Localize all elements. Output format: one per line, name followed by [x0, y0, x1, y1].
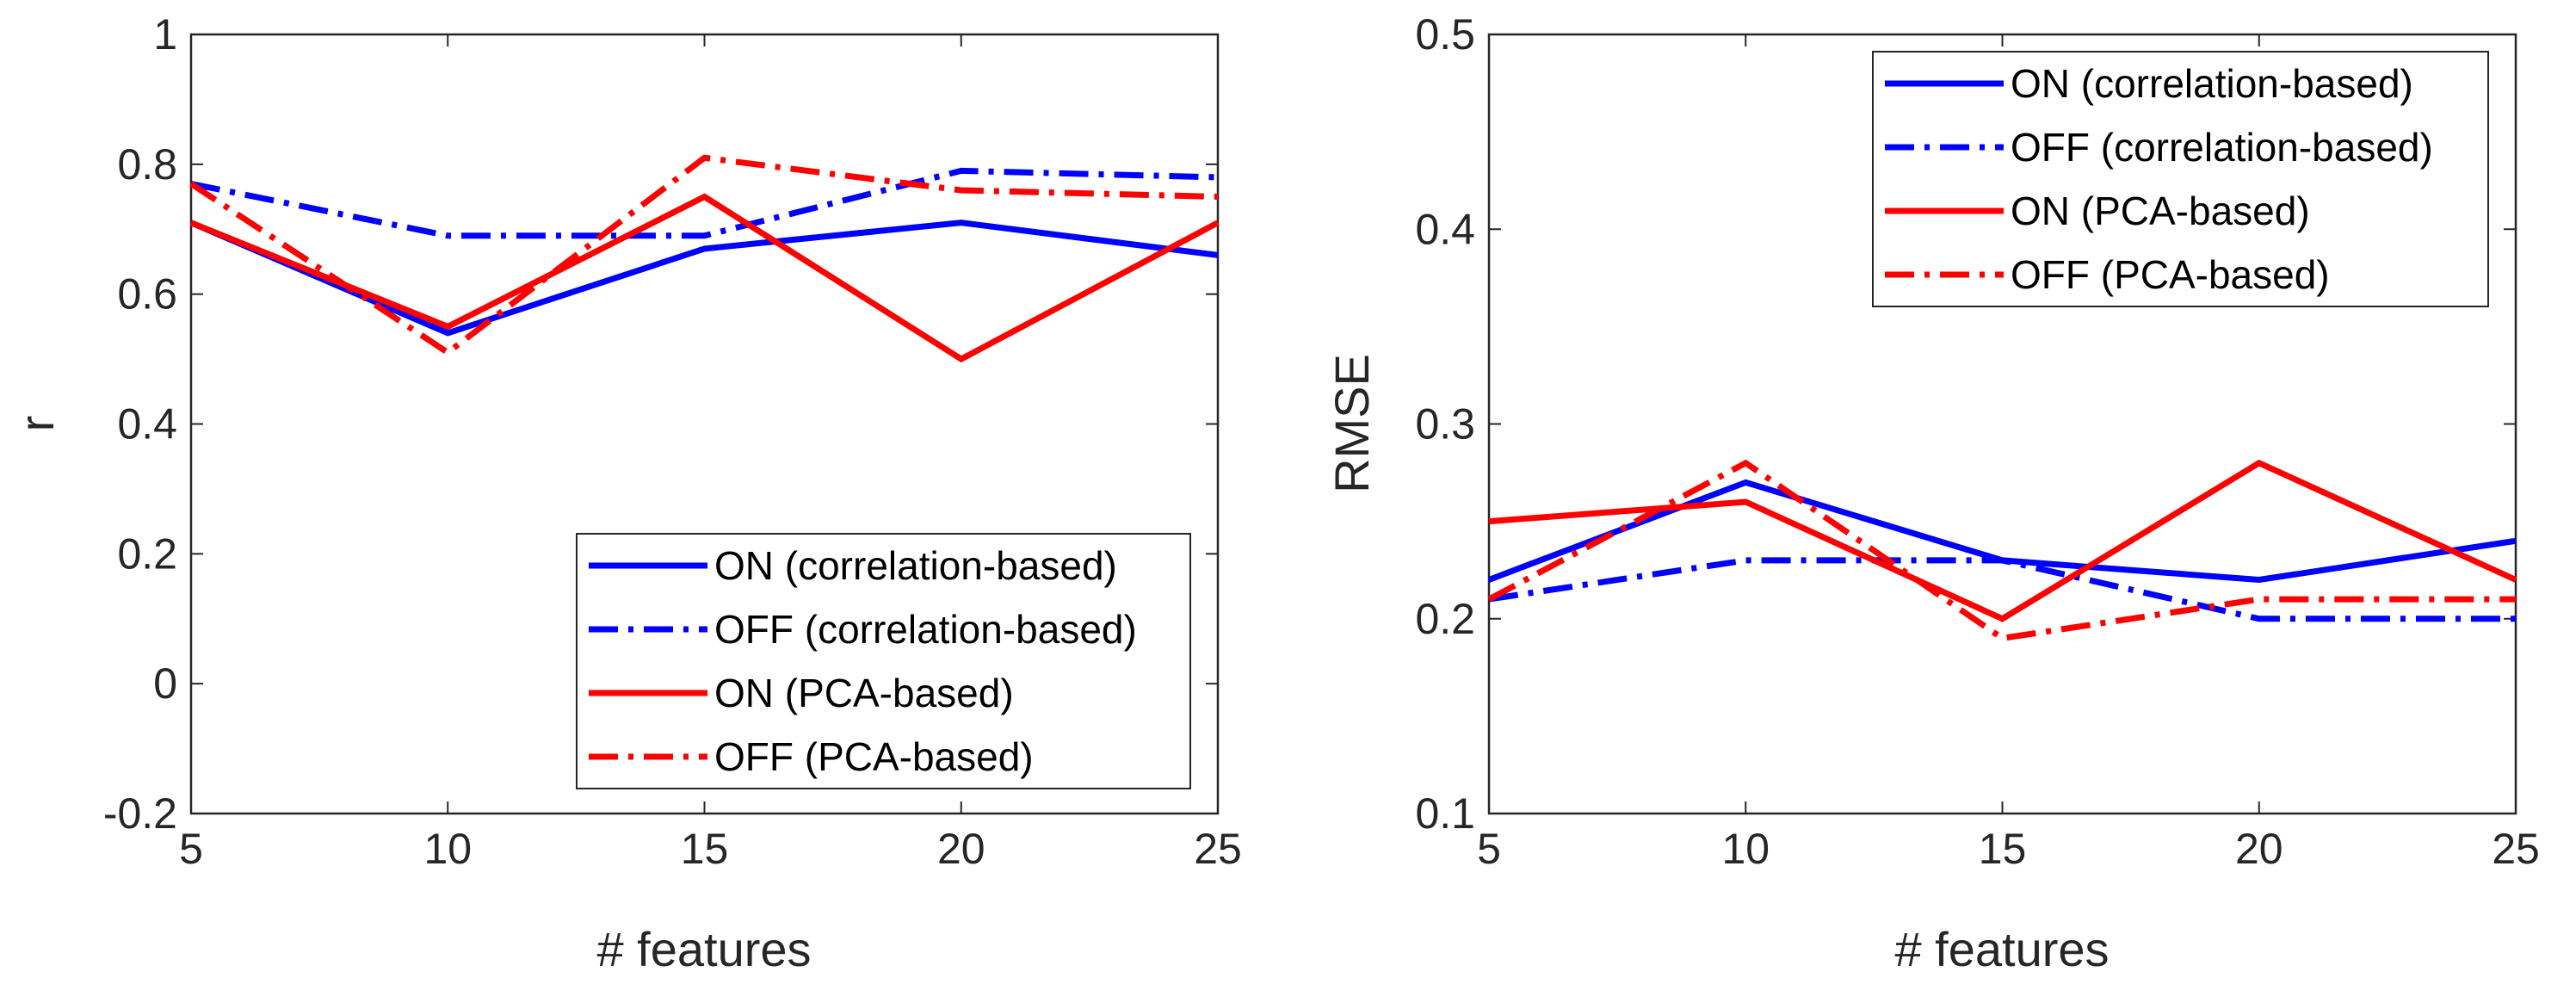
chart-r-legend-entries: ON (correlation-based) OFF (correlation-b… — [589, 543, 1137, 779]
chart-r-legend-label-2: ON (PCA-based) — [714, 671, 1014, 715]
chart-r-ytick-label-0.2: 0.2 — [117, 529, 177, 578]
chart-rmse-legend-label-3: OFF (PCA-based) — [2011, 252, 2330, 297]
chart-rmse-ylabel: RMSE — [1325, 354, 1379, 493]
chart-r-legend-label-1: OFF (correlation-based) — [714, 607, 1137, 652]
chart-r-series-line-3 — [189, 154, 1219, 356]
chart-r-xlabel: # features — [596, 922, 811, 976]
chart-r-series-line-1 — [190, 167, 1219, 239]
chart-rmse-xlabel: # features — [1894, 922, 2109, 976]
chart-rmse-series-line-1 — [1488, 557, 2516, 622]
chart-rmse-legend-label-1: OFF (correlation-based) — [2011, 125, 2433, 170]
chart-rmse-xtick-label-25: 25 — [2492, 825, 2540, 873]
chart-r-ytick-label-1: 1 — [153, 10, 177, 59]
chart-r-series — [189, 154, 1220, 363]
chart-r-series-line-2 — [189, 193, 1220, 363]
chart-r-ylabel: r — [9, 416, 64, 432]
chart-rmse-xtick-label-20: 20 — [2235, 825, 2283, 873]
chart-r-series-line-0 — [189, 220, 1219, 337]
chart-rmse-legend: ON (correlation-based) OFF (correlation-b… — [1872, 51, 2489, 307]
chart-r-legend-label-3: OFF (PCA-based) — [714, 734, 1034, 779]
chart-rmse-series-line-3 — [1487, 459, 2516, 642]
chart-rmse-ytick-label-0.2: 0.2 — [1415, 595, 1475, 643]
chart-rmse-xtick-label-5: 5 — [1477, 825, 1501, 873]
chart-rmse-ytick-label-0.5: 0.5 — [1415, 10, 1475, 59]
chart-r-xtick-label-20: 20 — [937, 825, 985, 873]
chart-rmse-ticks: 5 10 15 20 25 0.1 0.2 0.3 0.4 0.5 — [1415, 10, 2539, 873]
chart-r-xtick-label-5: 5 — [179, 825, 203, 873]
chart-r-ytick-label-0.8: 0.8 — [117, 140, 177, 189]
chart-rmse-ytick-label-0.4: 0.4 — [1415, 205, 1475, 253]
chart-rmse-xtick-label-15: 15 — [1979, 825, 2027, 873]
chart-r-ytick-label-0: 0 — [153, 659, 177, 708]
chart-r-xtick-label-15: 15 — [681, 825, 729, 873]
chart-r-ticks: 5 10 15 20 25 -0.2 0 0.2 0.4 0.6 0.8 1 — [103, 10, 1242, 873]
chart-r-xtick-label-10: 10 — [423, 825, 472, 873]
chart-r-legend-label-0: ON (correlation-based) — [714, 543, 1117, 588]
chart-rmse-panel: 5 10 15 20 25 0.1 0.2 0.3 0.4 0.5 # features RMSE… — [1325, 10, 2540, 976]
chart-rmse-ytick-label-0.1: 0.1 — [1415, 789, 1475, 838]
chart-r-xtick-label-25: 25 — [1194, 825, 1242, 873]
chart-r-ytick-label-0.6: 0.6 — [117, 270, 177, 319]
chart-rmse-xtick-label-10: 10 — [1721, 825, 1770, 873]
chart-r-legend: ON (correlation-based) OFF (correlation-b… — [576, 533, 1191, 789]
chart-r-panel: 5 10 15 20 25 -0.2 0 0.2 0.4 0.6 0.8 1 # features r… — [9, 10, 1242, 976]
chart-rmse-legend-label-0: ON (correlation-based) — [2011, 61, 2413, 106]
chart-rmse-legend-label-2: ON (PCA-based) — [2011, 189, 2310, 233]
chart-rmse-ytick-label-0.3: 0.3 — [1415, 400, 1475, 449]
chart-rmse-legend-box — [1872, 51, 2489, 307]
chart-r-ytick-label-0.4: 0.4 — [117, 400, 177, 449]
chart-rmse-series — [1487, 459, 2517, 642]
chart-r-legend-box — [576, 533, 1191, 789]
chart-r-ytick-label--0.2: -0.2 — [103, 789, 177, 838]
chart-rmse-legend-entries: ON (correlation-based) OFF (correlation-b… — [1885, 61, 2433, 297]
